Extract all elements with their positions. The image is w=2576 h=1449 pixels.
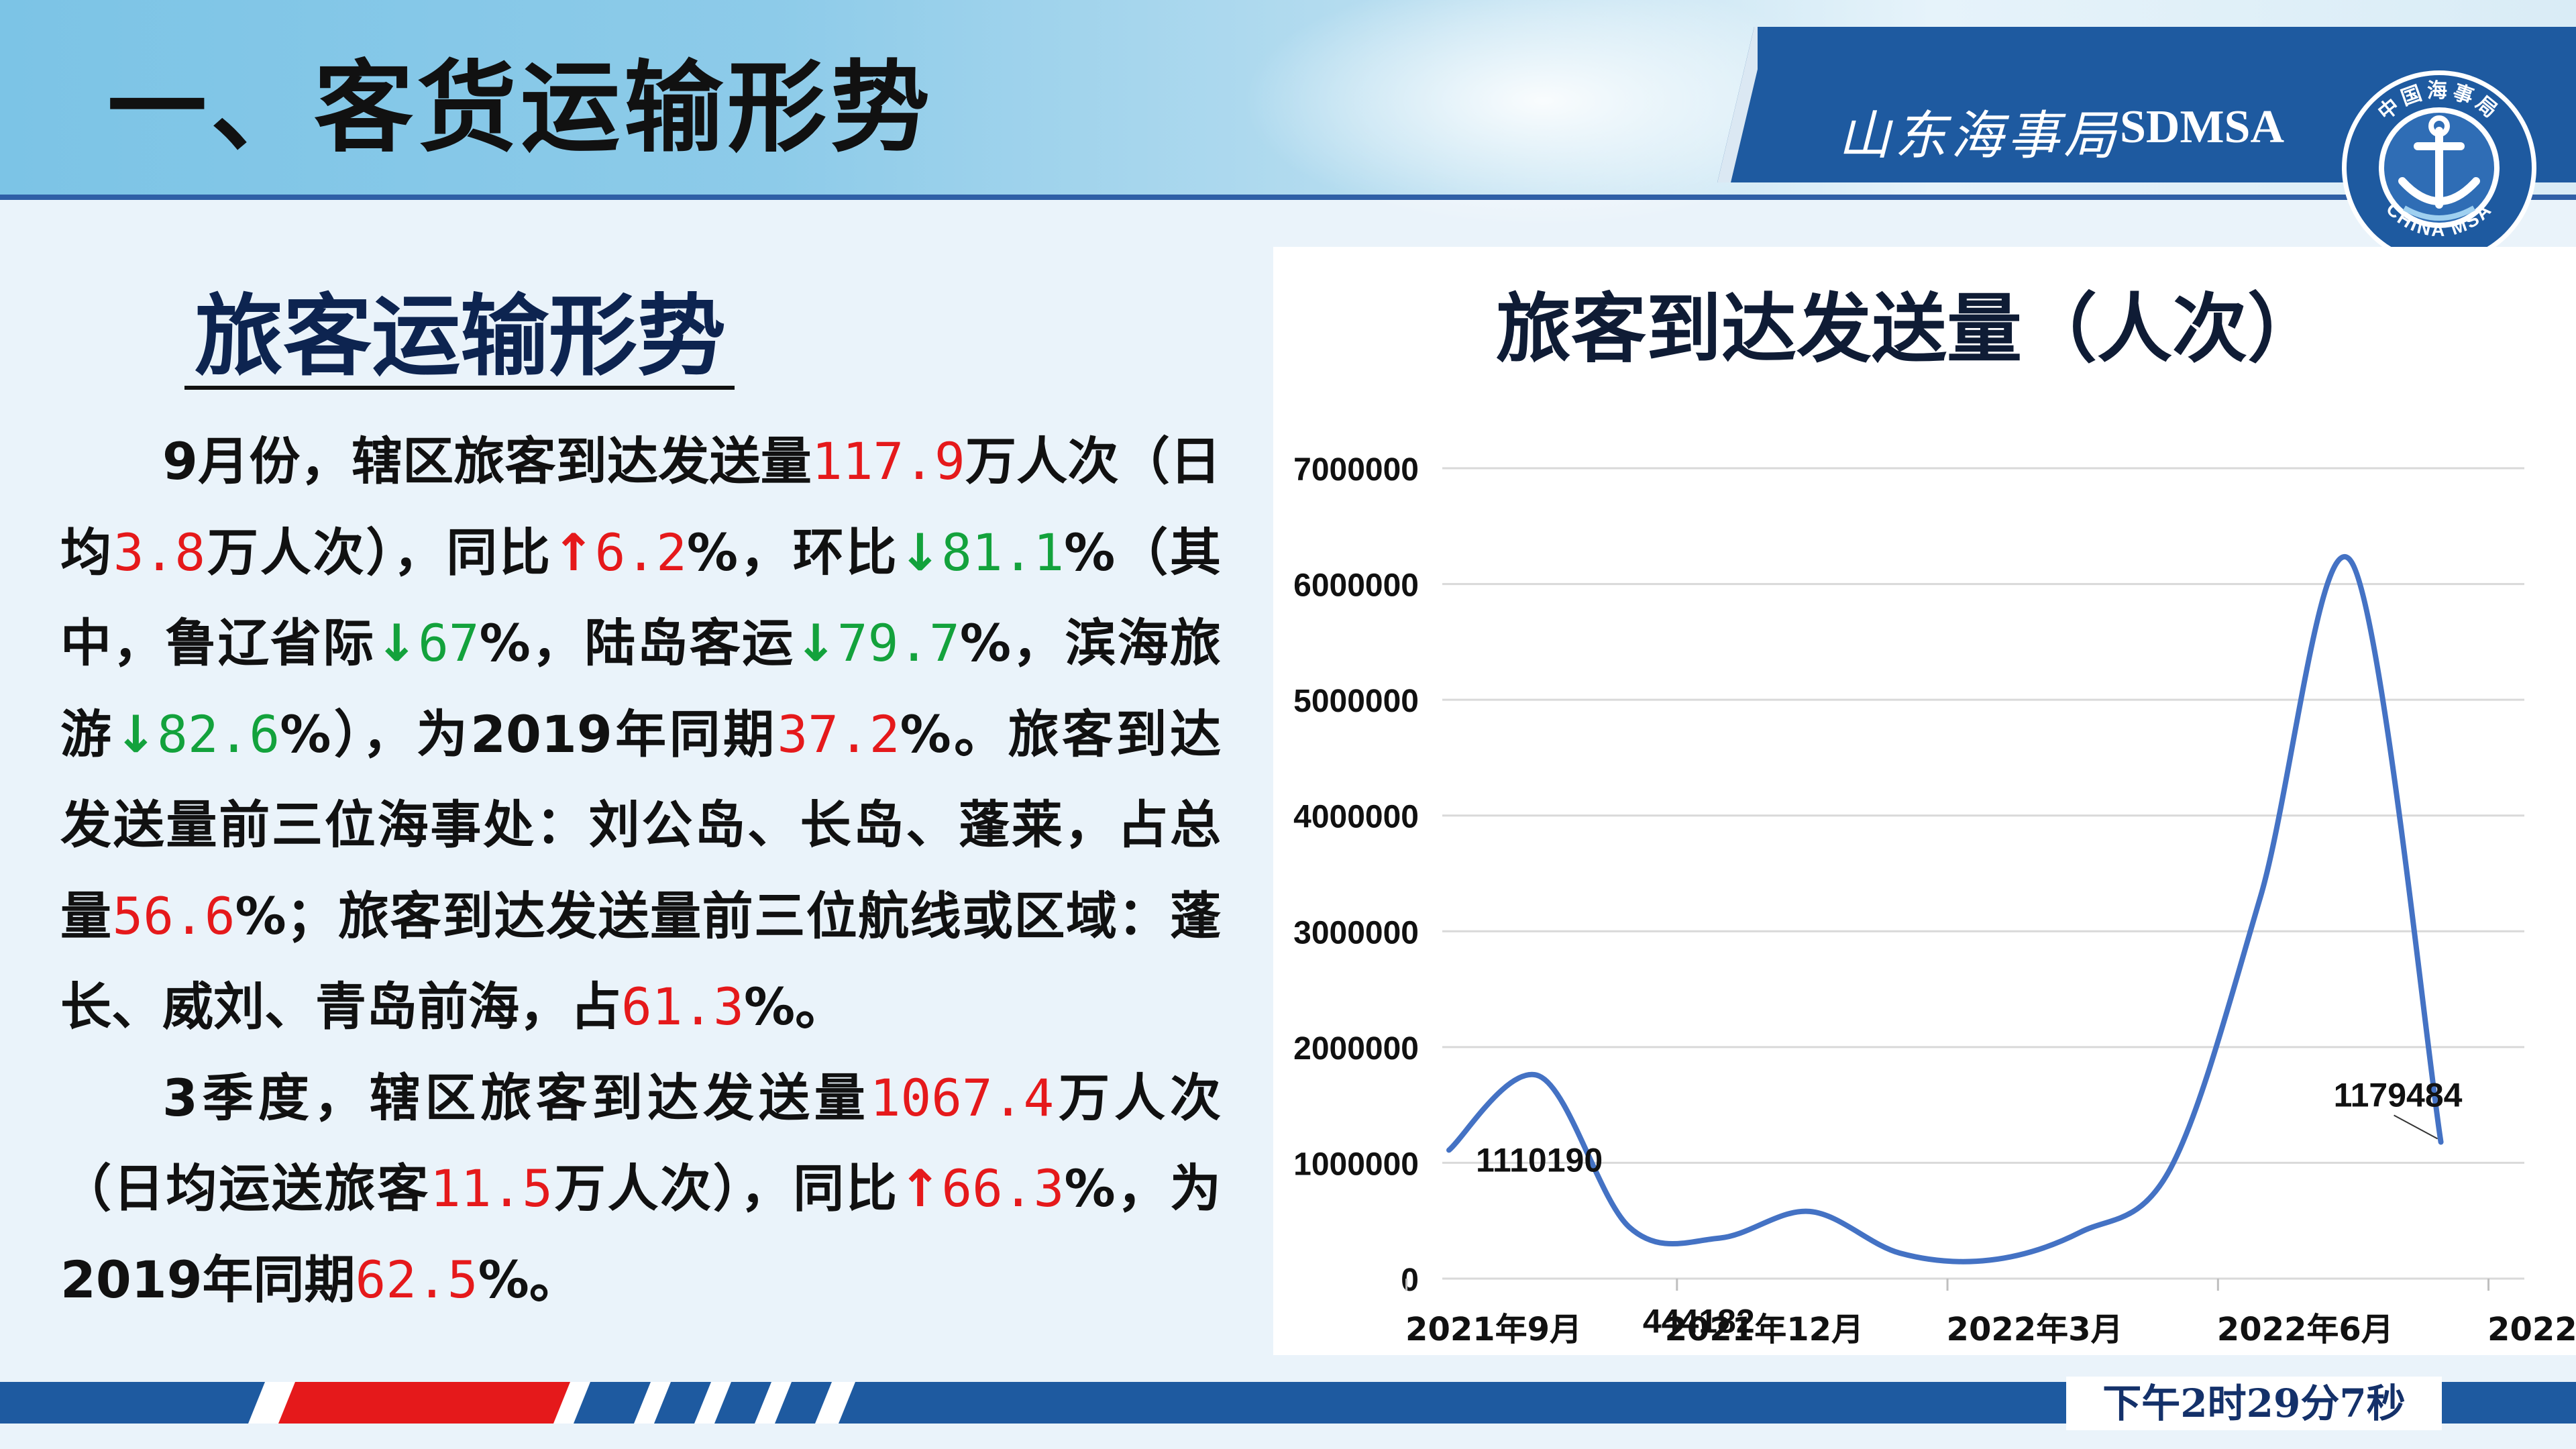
y-tick-label: 5000000 <box>1293 684 1419 719</box>
series-line <box>1446 554 2444 1265</box>
y-tick-label: 6000000 <box>1293 568 1419 604</box>
chart-card <box>1273 247 2576 1355</box>
x-tick-label: 2022年9月 <box>2487 1311 2576 1348</box>
x-tick-label: 2021年9月 <box>1405 1311 1582 1348</box>
data-point <box>1718 1236 1721 1240</box>
x-tick-label: 2022年3月 <box>1947 1311 2123 1348</box>
data-point <box>2259 895 2262 898</box>
passenger-line-chart: 0 1000000 2000000 3000000 4000000 5000000 6000… <box>1293 452 2576 1348</box>
data-point <box>2078 1230 2082 1234</box>
summary-text: 9月份，辖区旅客到达发送量117.9万人次（日均3.8万人次），同比↑6.2%，… <box>60 416 1221 1325</box>
arrow-down-icon: ↓ <box>375 613 419 673</box>
data-label: 444182 <box>1643 1302 1755 1340</box>
y-tick-label: 7000000 <box>1293 452 1419 488</box>
brand-name-cn: 山东海事局 <box>1838 106 2121 166</box>
arrow-down-icon: ↓ <box>114 704 158 764</box>
data-point <box>1627 1226 1631 1229</box>
data-point <box>1808 1210 1811 1213</box>
y-tick-label: 3000000 <box>1293 915 1419 951</box>
chart-title: 旅客到达发送量（人次） <box>1496 286 2322 373</box>
data-label: 1179484 <box>2334 1076 2463 1114</box>
y-tick-label: 1000000 <box>1293 1146 1419 1182</box>
china-msa-logo-icon: 中国海事局 CHINA MSA <box>2342 70 2536 265</box>
paragraph-september: 9月份，辖区旅客到达发送量117.9万人次（日均3.8万人次），同比↑6.2%，… <box>60 431 1222 1036</box>
data-point <box>1898 1252 1902 1255</box>
header-divider <box>0 195 2576 200</box>
arrow-up-icon: ↑ <box>551 522 595 582</box>
y-tick-label: 2000000 <box>1293 1031 1419 1067</box>
y-tick-label: 0 <box>1401 1263 1419 1298</box>
x-tick-label: 2022年6月 <box>2217 1311 2394 1348</box>
data-point <box>1988 1258 1992 1262</box>
data-point <box>2169 1167 2172 1171</box>
data-point <box>2349 559 2353 563</box>
data-label-leader <box>2394 1114 2438 1140</box>
brand-name-en: SDMSA <box>2120 101 2285 153</box>
y-tick-label: 4000000 <box>1293 800 1419 835</box>
data-point <box>1538 1075 1541 1077</box>
paragraph-q3: 3季度，辖区旅客到达发送量1067.4万人次（日均运送旅客11.5万人次），同比… <box>60 1067 1222 1309</box>
arrow-down-icon: ↓ <box>898 522 942 582</box>
page-title: 一、客货运输形势 <box>107 50 934 166</box>
arrow-down-icon: ↓ <box>794 613 837 673</box>
section-title: 旅客运输形势 <box>195 285 726 388</box>
data-label: 1110190 <box>1476 1141 1603 1179</box>
x-tick-label: 2021年12月 <box>1665 1311 1864 1348</box>
data-point <box>1448 1148 1450 1152</box>
arrow-up-icon: ↑ <box>898 1159 942 1218</box>
clock-readout: 下午2时29分7秒 <box>2066 1377 2442 1430</box>
section-title-underline <box>184 386 735 390</box>
data-point <box>2439 1140 2443 1144</box>
